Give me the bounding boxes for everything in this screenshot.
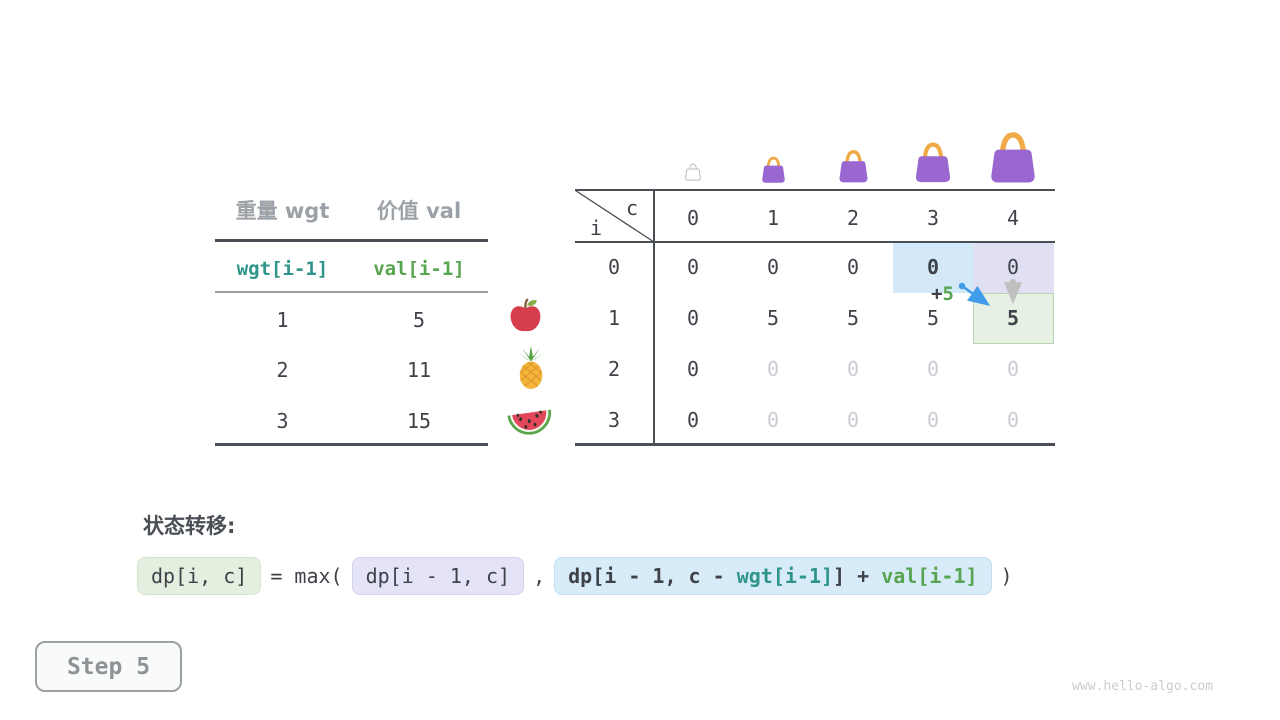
dp-col-header-1: 1 — [766, 206, 780, 230]
item-weight-2: 2 — [276, 358, 289, 382]
dp-cell-0-1: 0 — [766, 255, 780, 279]
dp-row-label-3: 3 — [607, 408, 621, 432]
bag-small-icon — [761, 156, 786, 184]
dp-cell-3-3: 0 — [926, 408, 940, 432]
step-badge: Step 5 — [35, 641, 182, 692]
dp-table-rule-top — [575, 189, 1055, 191]
arrow-take-line — [961, 284, 991, 307]
item-value-3: 15 — [406, 409, 432, 433]
dp-col-header-2: 2 — [846, 206, 860, 230]
bag-xlarge-icon — [989, 129, 1037, 185]
dp-cell-3-1: 0 — [766, 408, 780, 432]
watermelon-icon — [507, 409, 552, 435]
dp-cell-0-2: 0 — [846, 255, 860, 279]
items-table-rule-top — [215, 239, 488, 242]
formula-take-val: val[i-1] — [881, 564, 978, 588]
dp-col-header-3: 3 — [926, 206, 940, 230]
dp-table-rule-bottom — [575, 443, 1055, 446]
dp-cell-0-3: 0 — [926, 255, 940, 279]
state-transition-label: 状态转移: — [143, 514, 236, 538]
annotation-plus-value: +5 — [908, 283, 954, 305]
items-table-rule-mid — [215, 291, 488, 293]
dp-cell-0-0: 0 — [686, 255, 700, 279]
items-table-subheader-wgt: wgt[i-1] — [236, 258, 329, 280]
formula-take-wgt: wgt[i-1] — [736, 564, 834, 588]
dp-cell-2-2: 0 — [846, 357, 860, 381]
dp-row-label-2: 2 — [607, 357, 621, 381]
items-table-subheader-val: val[i-1] — [373, 258, 465, 280]
item-value-1: 5 — [412, 308, 426, 332]
bag-empty-icon — [685, 163, 701, 181]
items-table-rule-bottom — [215, 443, 488, 446]
dp-cell-3-2: 0 — [846, 408, 860, 432]
item-weight-3: 3 — [276, 409, 289, 433]
bag-large-icon — [914, 140, 952, 184]
watermark: www.hello-algo.com — [1072, 679, 1213, 694]
item-value-2: 11 — [406, 358, 432, 382]
formula-result-box: dp[i, c] — [137, 557, 262, 595]
formula-separator: , — [533, 564, 546, 588]
dp-cell-3-4: 0 — [1006, 408, 1020, 432]
annotation-added-value: 5 — [942, 283, 954, 305]
item-weight-1: 1 — [276, 308, 289, 332]
dp-col-header-0: 0 — [686, 206, 700, 230]
dp-cell-1-0: 0 — [686, 306, 700, 330]
dp-cell-2-0: 0 — [686, 357, 700, 381]
formula-take-middle: ] + — [833, 564, 882, 588]
dp-cell-1-4: 5 — [1006, 306, 1020, 330]
pineapple-icon — [517, 346, 545, 390]
dp-table-rule-vertical — [653, 190, 655, 445]
annotation-plus-sign: + — [931, 283, 943, 305]
dp-cell-2-3: 0 — [926, 357, 940, 381]
dp-corner-col-var: c — [625, 196, 639, 220]
apple-icon — [510, 298, 541, 332]
dp-cell-1-2: 5 — [846, 306, 860, 330]
items-table-header-value: 价值 val — [376, 199, 462, 223]
items-table-header-weight: 重量 wgt — [235, 199, 330, 223]
bag-medium-icon — [838, 150, 869, 184]
dp-cell-1-3: 5 — [926, 306, 940, 330]
dp-cell-2-4: 0 — [1006, 357, 1020, 381]
state-transition-formula: dp[i, c] = max( dp[i - 1, c] , dp[i - 1,… — [137, 557, 1022, 595]
dp-table-rule-header — [575, 241, 1055, 243]
dp-corner-diagonal — [575, 190, 655, 243]
formula-take-prefix: dp[i - 1, c - — [568, 564, 737, 588]
formula-close-paren: ) — [1000, 564, 1013, 588]
formula-option-keep-box: dp[i - 1, c] — [351, 557, 525, 595]
dp-cell-0-4: 0 — [1006, 255, 1020, 279]
dp-row-label-0: 0 — [607, 255, 621, 279]
dp-corner-row-var: i — [589, 216, 603, 240]
formula-option-take-box: dp[i - 1, c - wgt[i-1]] + val[i-1] — [554, 557, 992, 595]
dp-cell-1-1: 5 — [766, 306, 780, 330]
dp-row-label-1: 1 — [607, 306, 621, 330]
formula-operator: = max( — [270, 564, 343, 588]
dp-col-header-4: 4 — [1006, 206, 1020, 230]
transition-arrows — [958, 279, 1023, 307]
dp-cell-2-1: 0 — [766, 357, 780, 381]
dp-cell-3-0: 0 — [686, 408, 700, 432]
